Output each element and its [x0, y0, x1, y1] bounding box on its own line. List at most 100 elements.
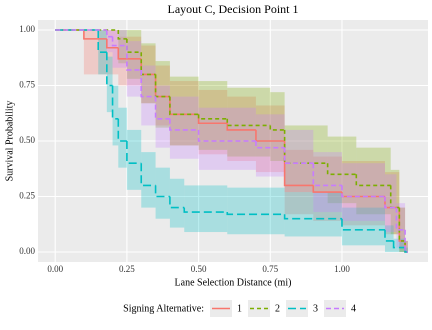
legend-label: 3	[313, 303, 318, 314]
y-tick-label: 1.00	[19, 24, 35, 34]
confidence-band	[405, 240, 408, 253]
confidence-band	[313, 156, 342, 221]
step	[283, 214, 342, 220]
legend-label: 4	[351, 303, 356, 314]
confidence-band	[227, 96, 256, 161]
x-tick-label: 0.25	[119, 264, 135, 274]
confidence-band	[255, 105, 285, 173]
band-group	[83, 29, 408, 253]
step-line	[55, 29, 408, 253]
confidence-band	[141, 152, 156, 208]
confidence-band	[169, 96, 199, 159]
step	[117, 118, 127, 142]
confidence-band	[106, 29, 113, 53]
step	[255, 141, 285, 149]
step	[169, 196, 185, 209]
step	[169, 96, 199, 116]
confidence-band	[118, 29, 127, 64]
step	[398, 207, 406, 242]
confidence-band	[155, 167, 170, 219]
confidence-band	[155, 65, 170, 126]
confidence-band	[198, 89, 228, 155]
step	[154, 74, 170, 98]
step	[106, 29, 113, 38]
confidence-band	[284, 149, 314, 215]
x-tick-label: 1.00	[334, 264, 350, 274]
step	[106, 52, 113, 87]
step	[226, 118, 271, 127]
confidence-band	[126, 29, 142, 79]
y-tick-label: 0.50	[19, 135, 35, 145]
y-tick-label: 0.00	[19, 246, 35, 256]
confidence-band	[169, 178, 185, 228]
confidence-band	[284, 192, 342, 237]
confidence-band	[405, 240, 408, 253]
step	[384, 229, 394, 242]
confidence-band	[155, 61, 170, 128]
step	[140, 163, 156, 187]
chart-title: Layout C, Decision Point 1	[168, 2, 299, 16]
step	[154, 185, 170, 198]
step	[169, 118, 199, 131]
confidence-band	[106, 56, 113, 113]
confidence-band	[184, 185, 228, 233]
step	[355, 174, 391, 187]
confidence-band	[169, 76, 199, 146]
confidence-band	[198, 81, 228, 150]
legend-label: 1	[237, 303, 242, 314]
confidence-band	[384, 225, 394, 253]
confidence-band	[390, 169, 400, 235]
confidence-band	[341, 163, 385, 221]
step	[404, 240, 408, 253]
confidence-band	[393, 238, 406, 253]
x-axis-label: Lane Selection Distance (mi)	[175, 277, 292, 288]
y-tick-label: 0.75	[19, 80, 35, 90]
confidence-band	[126, 41, 142, 97]
x-tick-label: 0.50	[191, 264, 207, 274]
confidence-band	[169, 81, 199, 146]
confidence-band	[341, 160, 385, 226]
confidence-band	[284, 125, 328, 193]
step	[111, 85, 119, 120]
step	[126, 38, 142, 53]
step	[269, 125, 285, 131]
step	[312, 163, 342, 187]
confidence-band	[341, 207, 385, 246]
x-tick-label: 0.00	[47, 264, 63, 274]
confidence-band	[118, 36, 142, 86]
legend-key	[286, 300, 308, 317]
step	[326, 163, 357, 176]
confidence-band	[112, 29, 127, 68]
step	[126, 141, 142, 165]
confidence-band	[155, 85, 170, 148]
y-axis-label: Survival Probability	[4, 101, 15, 182]
confidence-band	[112, 85, 119, 146]
confidence-band	[255, 114, 285, 177]
step	[140, 69, 156, 98]
confidence-band	[270, 92, 285, 161]
step	[404, 229, 408, 253]
confidence-band	[141, 65, 156, 126]
step	[117, 29, 127, 40]
step	[183, 207, 228, 213]
confidence-band	[106, 29, 119, 75]
step	[83, 29, 107, 40]
confidence-band	[405, 240, 408, 253]
confidence-band	[405, 247, 408, 253]
confidence-band	[118, 107, 127, 168]
legend-title: Signing Alternative:	[123, 303, 204, 314]
legend-label: 2	[275, 303, 280, 314]
step	[283, 147, 314, 165]
confidence-band	[198, 107, 256, 170]
step	[341, 185, 385, 198]
confidence-band	[227, 187, 285, 235]
step	[312, 185, 342, 193]
step	[226, 123, 256, 131]
step	[126, 45, 142, 71]
step-line	[55, 29, 408, 253]
confidence-band	[396, 203, 406, 248]
step	[106, 38, 119, 49]
step	[384, 196, 397, 209]
